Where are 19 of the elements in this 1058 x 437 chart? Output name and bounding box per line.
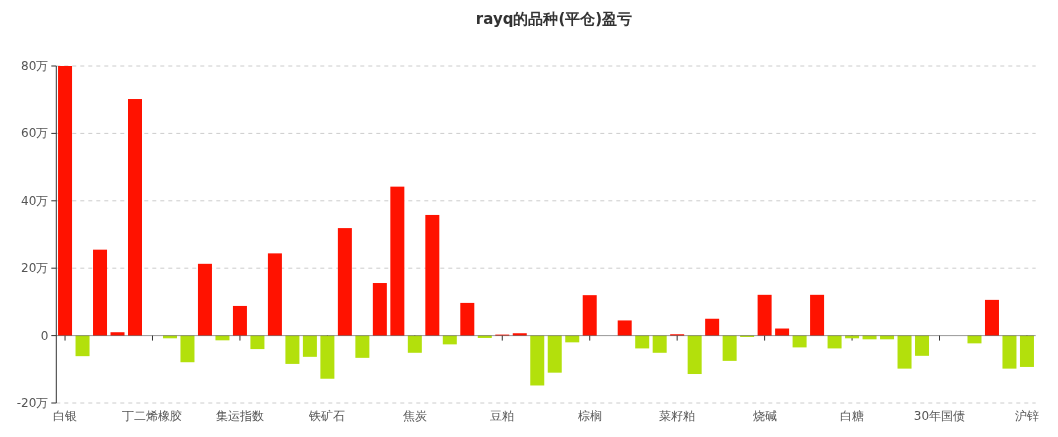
x-tick-label: 30年国债	[913, 409, 966, 423]
x-tick-label: 白银	[53, 409, 78, 423]
y-tick-label: 0	[40, 328, 49, 343]
y-tick-label: 60万	[21, 126, 49, 141]
x-tick-label: 丁二烯橡胶	[122, 409, 183, 423]
x-tick-label: 白糖	[840, 409, 865, 423]
x-tick-label: 集运指数	[215, 409, 264, 423]
y-tick-label: 20万	[21, 261, 49, 276]
x-tick-label: 铁矿石	[308, 409, 346, 423]
x-tick-label: 菜籽粕	[659, 409, 696, 423]
x-tick-label: 焦炭	[402, 409, 427, 423]
x-tick-label: 豆粕	[490, 409, 515, 423]
y-tick-label: 80万	[21, 59, 49, 73]
x-tick-label: 烧碱	[752, 409, 777, 423]
y-tick-label: -20万	[16, 396, 49, 410]
y-tick-label: 40万	[21, 193, 49, 208]
x-tick-label: 棕榈	[577, 409, 602, 423]
x-tick-label: 沪锌	[1014, 409, 1039, 423]
chart-title: rayq的品种(平仓)盈亏	[475, 10, 633, 28]
